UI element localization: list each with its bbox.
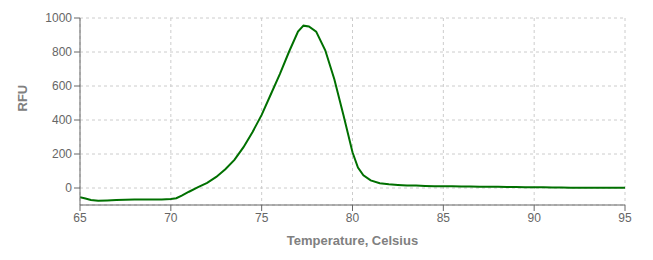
svg-text:65: 65	[73, 211, 87, 225]
svg-text:RFU: RFU	[15, 85, 30, 112]
svg-text:90: 90	[527, 211, 541, 225]
svg-text:85: 85	[437, 211, 451, 225]
svg-text:400: 400	[52, 113, 72, 127]
svg-text:80: 80	[346, 211, 360, 225]
svg-text:Temperature, Celsius: Temperature, Celsius	[287, 233, 418, 248]
svg-text:0: 0	[65, 181, 72, 195]
svg-text:200: 200	[52, 147, 72, 161]
svg-text:75: 75	[255, 211, 269, 225]
svg-text:95: 95	[618, 211, 632, 225]
svg-text:800: 800	[52, 45, 72, 59]
svg-text:600: 600	[52, 79, 72, 93]
svg-text:1000: 1000	[45, 11, 72, 25]
svg-text:70: 70	[164, 211, 178, 225]
